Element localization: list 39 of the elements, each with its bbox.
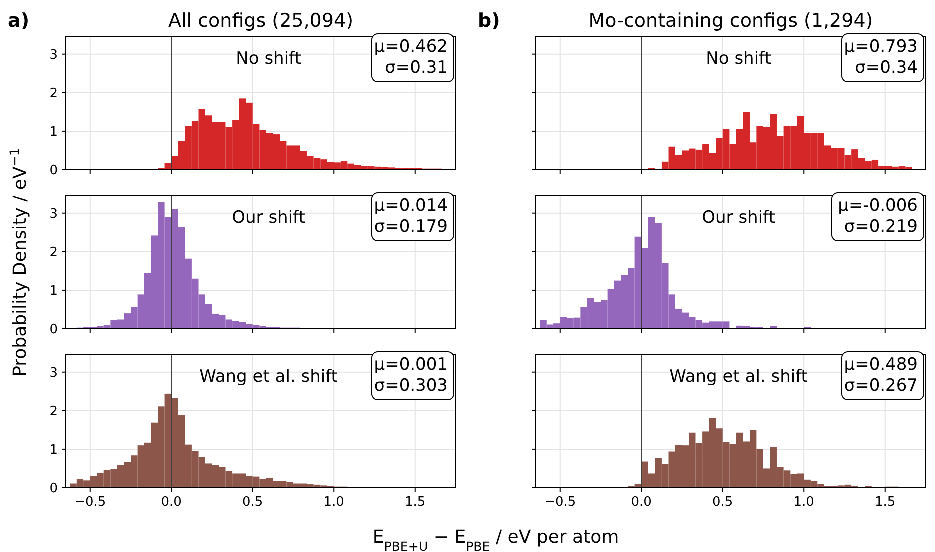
y-tick-label: 3 [50,206,58,222]
annotation: μ=-0.006 σ=0.219 [838,196,918,237]
x-tick-label: 1.5 [405,495,426,510]
y-tick-label: 2 [50,86,58,102]
y-tick-label: 0 [50,164,58,178]
x-tick-label: 0.5 [242,495,264,510]
x-tick-label: 0.5 [712,495,734,510]
x-tick-label: 0.0 [161,495,182,510]
chart-title: Mo-containing configs (1,294) [588,10,874,32]
y-tick-label: 3 [50,366,58,381]
y-tick-label: 1 [50,284,58,299]
x-tick-label: 1.5 [875,495,896,510]
y-tick-label: 1 [50,124,58,140]
y-tick-label: 2 [50,245,58,260]
y-tick-label: 0 [50,482,58,496]
annotation: μ=0.793 σ=0.34 [844,37,918,78]
annotation: Wang et al. shift [670,367,808,387]
annotation: μ=0.462 σ=0.31 [374,37,448,78]
annotation: No shift [236,49,302,69]
y-tick-label: 0 [50,322,58,338]
y-tick-label: 3 [50,48,58,63]
x-tick-label: 0.0 [631,495,652,510]
y-tick-label: 1 [50,442,58,458]
y-tick-label: 2 [50,404,58,420]
annotation: μ=0.489 σ=0.267 [844,355,918,396]
text: a) [8,10,30,32]
text: b) [478,10,500,32]
x-tick-label: 1.0 [794,495,814,510]
chart-title: All configs (25,094) [168,10,354,32]
annotation: Our shift [702,208,776,228]
annotation: Our shift [232,208,306,228]
x-tick-label: −0.5 [74,495,106,510]
x-tick-label: 1.0 [324,495,344,510]
annotation: No shift [706,49,772,69]
x-axis-title: E$_{PBE+U}$ − E$_{PBE}$ / eV per atom [372,527,620,552]
x-tick-label: −0.5 [544,495,576,510]
annotation: μ=0.001 σ=0.303 [374,355,448,396]
annotation: Wang et al. shift [200,367,338,387]
annotation: μ=0.014 σ=0.179 [374,196,448,237]
